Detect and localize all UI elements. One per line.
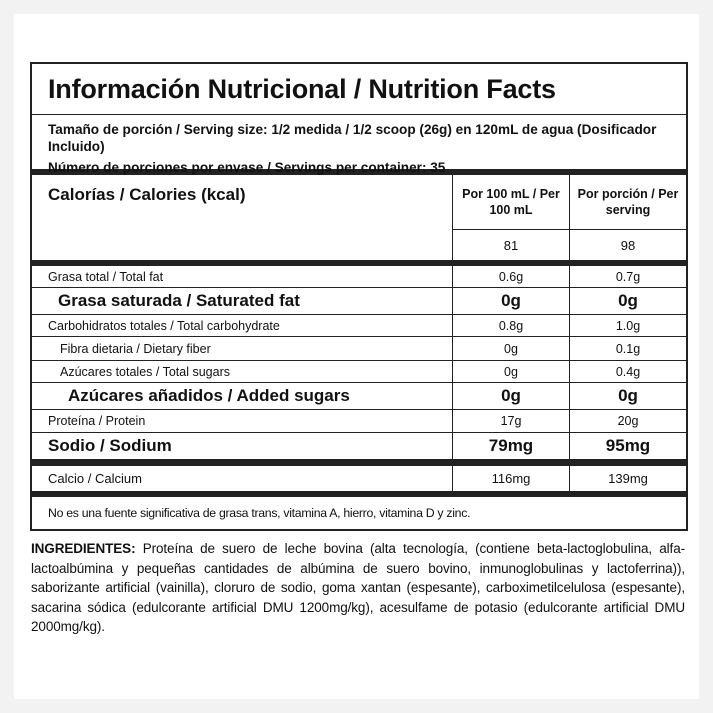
- calories-label: Calorías / Calories (kcal): [48, 185, 246, 204]
- nutrient-perserving: 0g: [569, 383, 686, 409]
- nutrient-per100: 0.6g: [452, 266, 569, 287]
- nutrient-perserving: 0.4g: [569, 361, 686, 382]
- nutrient-label: Azúcares totales / Total sugars: [60, 364, 230, 379]
- ingredients: INGREDIENTES: Proteína de suero de leche…: [31, 539, 685, 637]
- perserving-header: Por porción / Per serving: [570, 175, 686, 230]
- nutrient-per100: 0g: [452, 383, 569, 409]
- calcium-perserving: 139mg: [569, 466, 686, 491]
- divider-thick: [32, 491, 686, 497]
- nutrition-facts-table: Información Nutricional / Nutrition Fact…: [30, 62, 688, 531]
- nutrient-perserving: 0g: [569, 288, 686, 314]
- nutrient-perserving: 0.1g: [569, 337, 686, 360]
- nutrient-label: Grasa total / Total fat: [48, 269, 164, 284]
- nutrition-title: Información Nutricional / Nutrition Fact…: [32, 64, 686, 115]
- nutrient-label: Proteína / Protein: [48, 414, 146, 428]
- ingredients-text: Proteína de suero de leche bovina (alta …: [31, 541, 686, 634]
- divider-thick: [32, 260, 686, 266]
- nutrient-row: Grasa saturada / Saturated fat 0g 0g: [32, 288, 686, 315]
- nutrient-per100: 17g: [452, 410, 569, 432]
- calories-per100: 81: [503, 237, 519, 253]
- servings-per-container: Número de porciones por envase / Serving…: [48, 160, 446, 175]
- nutrient-row: Carbohidratos totales / Total carbohydra…: [32, 315, 686, 337]
- per100-column: Por 100 mL / Per 100 mL 81: [452, 175, 569, 260]
- nutrient-label: Sodio / Sodium: [48, 436, 172, 455]
- nutrient-row: Azúcares totales / Total sugars 0g 0.4g: [32, 361, 686, 383]
- calories-perserving: 98: [620, 237, 636, 253]
- nutrient-label: Azúcares añadidos / Added sugars: [68, 386, 350, 405]
- nutrient-per100: 79mg: [452, 433, 569, 459]
- nutrient-per100: 0g: [452, 288, 569, 314]
- nutrient-perserving: 0.7g: [569, 266, 686, 287]
- divider-thick: [32, 459, 686, 466]
- serving-size: Tamaño de porción / Serving size: 1/2 me…: [48, 122, 657, 154]
- calories-row: Calorías / Calories (kcal) Por 100 mL / …: [32, 175, 686, 260]
- nutrient-per100: 0g: [452, 337, 569, 360]
- label-background: [14, 14, 699, 699]
- nutrient-perserving: 20g: [569, 410, 686, 432]
- nutrient-label: Fibra dietaria / Dietary fiber: [60, 341, 211, 356]
- nutrient-row: Proteína / Protein 17g 20g: [32, 410, 686, 433]
- calcium-label: Calcio / Calcium: [48, 471, 142, 486]
- serving-info: Tamaño de porción / Serving size: 1/2 me…: [32, 115, 686, 175]
- per100-header: Por 100 mL / Per 100 mL: [453, 175, 569, 230]
- nutrient-label: Grasa saturada / Saturated fat: [58, 291, 300, 310]
- calcium-row: Calcio / Calcium 116mg 139mg: [32, 466, 686, 491]
- nutrient-per100: 0.8g: [452, 315, 569, 336]
- nutrient-label: Carbohidratos totales / Total carbohydra…: [48, 318, 280, 333]
- footnote: No es una fuente significativa de grasa …: [48, 506, 471, 520]
- nutrient-row: Sodio / Sodium 79mg 95mg: [32, 433, 686, 459]
- nutrient-per100: 0g: [452, 361, 569, 382]
- nutrient-row: Fibra dietaria / Dietary fiber 0g 0.1g: [32, 337, 686, 361]
- ingredients-heading: INGREDIENTES:: [31, 541, 136, 556]
- divider-thick: [32, 169, 686, 175]
- nutrient-perserving: 95mg: [569, 433, 686, 459]
- nutrient-row: Grasa total / Total fat 0.6g 0.7g: [32, 266, 686, 288]
- perserving-column: Por porción / Per serving 98: [569, 175, 686, 260]
- calcium-per100: 116mg: [452, 466, 569, 491]
- nutrient-row: Azúcares añadidos / Added sugars 0g 0g: [32, 383, 686, 410]
- nutrient-perserving: 1.0g: [569, 315, 686, 336]
